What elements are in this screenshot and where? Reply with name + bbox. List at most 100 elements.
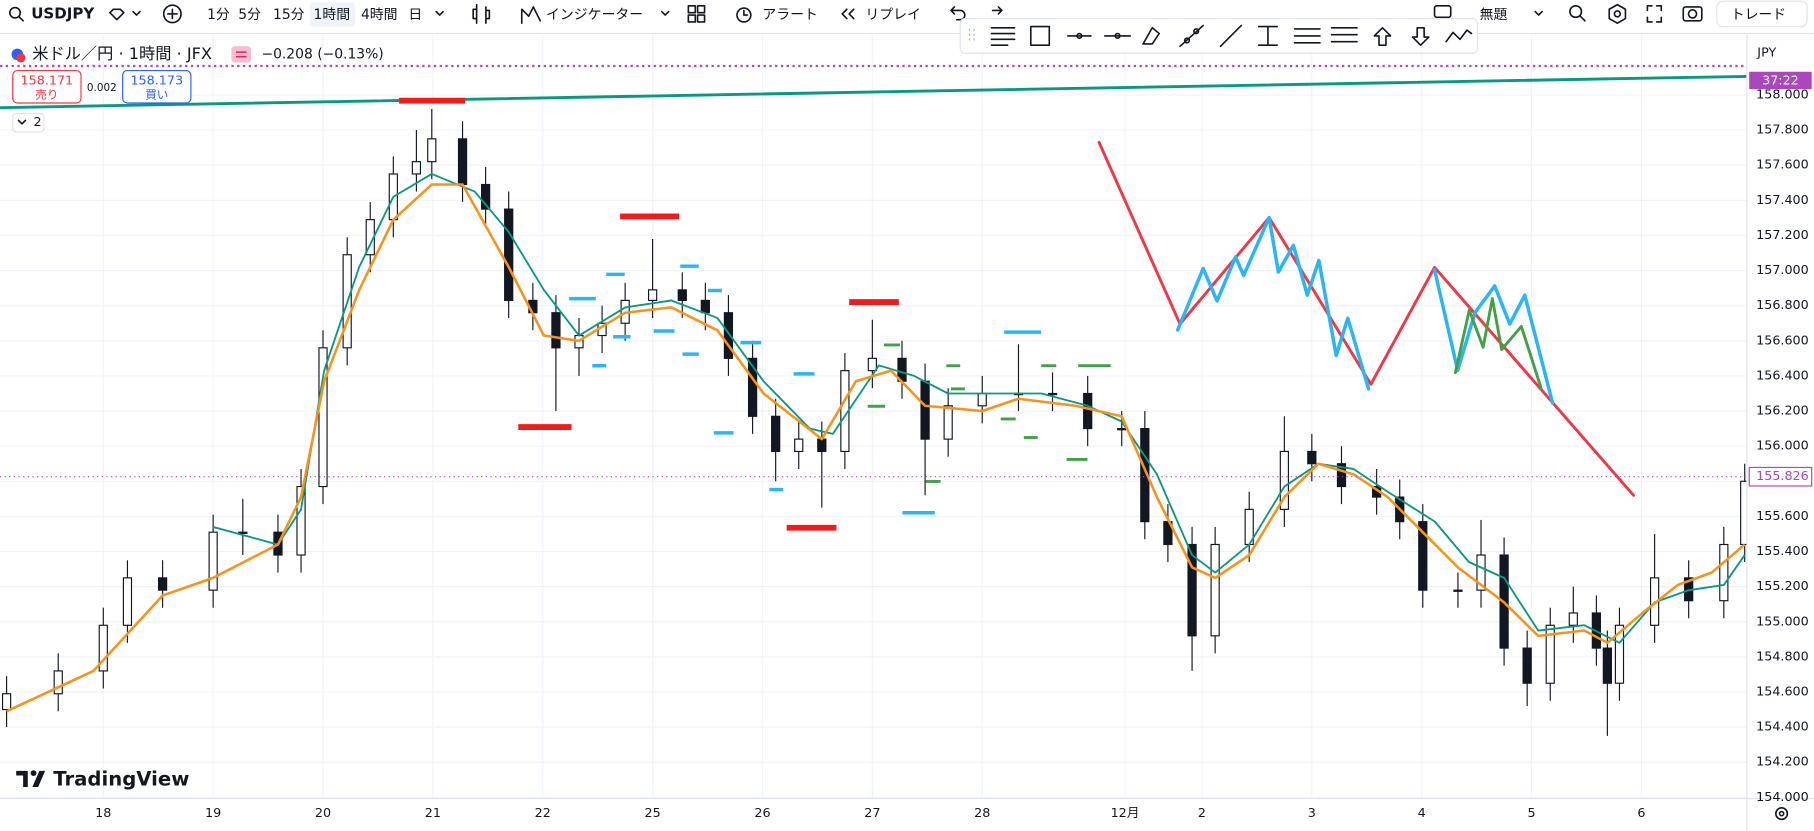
- x-tick-label: 4: [1418, 805, 1426, 820]
- undo-icon[interactable]: [950, 6, 966, 21]
- chevron: [132, 10, 141, 16]
- layout-name[interactable]: 無題: [1480, 7, 1508, 23]
- symbol-title[interactable]: 米ドル／円 · 1時間 · JFX: [32, 44, 212, 63]
- x-tick-label: 27: [864, 805, 880, 820]
- interval[interactable]: 1時間: [314, 7, 351, 23]
- fullscreen-icon[interactable]: [1646, 4, 1663, 23]
- candle-body: [457, 138, 468, 186]
- buy-label[interactable]: 買い: [145, 87, 168, 101]
- y-tick-label: 156.800: [1756, 297, 1809, 312]
- alert[interactable]: アラート: [762, 7, 818, 23]
- interval[interactable]: 1分: [207, 7, 230, 23]
- chevron[interactable]: [1534, 10, 1543, 16]
- tool-icon[interactable]: [1330, 26, 1358, 43]
- x-tick-label: 26: [754, 805, 770, 820]
- layout-icon[interactable]: [687, 4, 697, 14]
- snapshot-icon[interactable]: [1682, 6, 1703, 22]
- indicator-count[interactable]: 2: [34, 114, 42, 129]
- y-tick-label: 158.000: [1756, 86, 1809, 101]
- redo-icon[interactable]: [991, 6, 1003, 15]
- indicators[interactable]: インジケーター: [546, 7, 643, 23]
- quick-search-icon: [1579, 15, 1586, 22]
- y-tick-label: 154.600: [1756, 684, 1809, 699]
- drawing-toolbar: [959, 17, 1478, 54]
- plot-area: [0, 64, 1747, 736]
- candle-body: [1117, 428, 1127, 431]
- legend: 米ドル／円 · 1時間 · JFX −0.208 (−0.13%) 158.17…: [11, 44, 384, 133]
- countdown-tag: [1749, 71, 1812, 90]
- trade[interactable]: トレード: [1731, 7, 1787, 23]
- green-zigzag[interactable]: [1453, 297, 1543, 390]
- interval[interactable]: 5分: [238, 7, 261, 23]
- replay-icon[interactable]: [841, 8, 855, 20]
- layout-icon[interactable]: [1433, 4, 1452, 19]
- tool-icon[interactable]: [1373, 26, 1392, 46]
- tool-icon[interactable]: [1219, 24, 1243, 48]
- interval[interactable]: 日: [408, 7, 422, 23]
- currency-box[interactable]: [1749, 43, 1784, 63]
- settings-icon[interactable]: [1608, 3, 1627, 24]
- last-price-tag: [1748, 466, 1813, 487]
- red-zigzag[interactable]: [1097, 140, 1635, 497]
- y-tick-label: 157.800: [1756, 122, 1809, 137]
- y-tick-label: 155.400: [1756, 543, 1809, 558]
- candle-body: [1418, 521, 1428, 591]
- tool-icon[interactable]: [1411, 26, 1430, 46]
- logo-text[interactable]: TradingView: [53, 768, 189, 791]
- candle-body: [700, 299, 710, 314]
- blue-zigzag[interactable]: [1432, 267, 1555, 405]
- x-tick-label: 25: [645, 805, 661, 820]
- buy-price[interactable]: 158.173: [130, 73, 183, 88]
- tool-icon[interactable]: [1179, 24, 1204, 48]
- y-tick-label: 156.400: [1756, 367, 1809, 382]
- candle-body: [1140, 428, 1150, 523]
- candle-body: [427, 138, 437, 163]
- sell-button[interactable]: [12, 70, 82, 104]
- sell-price[interactable]: 158.171: [21, 73, 74, 88]
- trade-button[interactable]: [1716, 0, 1808, 28]
- candle-body: [208, 531, 218, 591]
- tool-icon[interactable]: [1293, 28, 1321, 44]
- tool-icon[interactable]: [1029, 25, 1051, 46]
- tool-icon: [1114, 32, 1121, 40]
- candle-body: [411, 161, 422, 175]
- y-tick-label: 154.400: [1756, 719, 1809, 734]
- trend-line[interactable]: [0, 74, 1747, 110]
- candle-body: [1, 693, 12, 711]
- candle-body: [1719, 543, 1729, 602]
- indicator-icon[interactable]: [520, 6, 542, 24]
- y-tick-label: 156.200: [1756, 403, 1809, 418]
- chart-type-icon[interactable]: [472, 3, 491, 24]
- tool-icon[interactable]: [1142, 26, 1161, 45]
- chevron[interactable]: [660, 10, 670, 16]
- replay[interactable]: リプレイ: [865, 7, 921, 23]
- candle-body: [647, 289, 658, 301]
- chevron[interactable]: [435, 10, 444, 16]
- candle-body: [1453, 589, 1463, 592]
- drag-handle[interactable]: [968, 28, 975, 43]
- market-status[interactable]: [231, 46, 252, 63]
- chevron: [17, 119, 27, 125]
- add-icon[interactable]: [162, 4, 182, 24]
- currency[interactable]: JPY: [1756, 45, 1776, 60]
- symbol[interactable]: USDJPY: [31, 4, 95, 22]
- candle-body: [1336, 463, 1347, 488]
- y-tick-label: 156.600: [1756, 332, 1809, 347]
- settings-icon[interactable]: [1775, 807, 1789, 821]
- sell-label[interactable]: 売り: [35, 87, 58, 101]
- alert-icon[interactable]: [736, 7, 752, 23]
- blue-zigzag[interactable]: [1175, 215, 1371, 391]
- tool-icon[interactable]: [1257, 25, 1279, 46]
- tool-icon[interactable]: [1445, 29, 1473, 43]
- indicator-toggle[interactable]: [12, 112, 45, 133]
- buy-button[interactable]: [122, 70, 192, 104]
- interval[interactable]: 4時間: [361, 7, 398, 23]
- x-tick-label: 28: [974, 805, 990, 820]
- search-icon[interactable]: [9, 6, 22, 19]
- tool-icon[interactable]: [990, 26, 1016, 46]
- logo-mark: [30, 770, 37, 777]
- diamond-icon[interactable]: [109, 8, 125, 21]
- interval[interactable]: 15分: [273, 7, 305, 23]
- price-axis[interactable]: [1746, 34, 1814, 831]
- quick-search-icon[interactable]: [1569, 4, 1583, 19]
